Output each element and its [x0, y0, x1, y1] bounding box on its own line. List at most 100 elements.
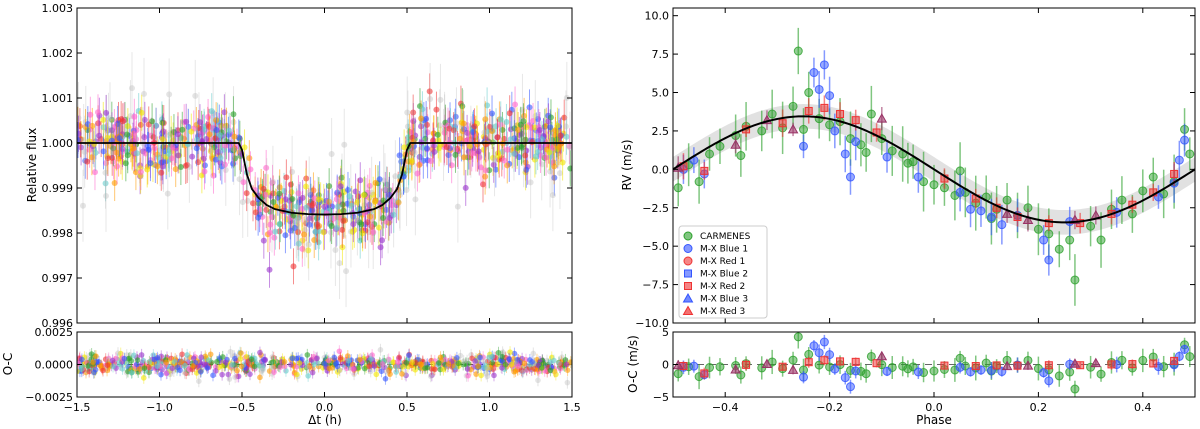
transit-point — [517, 121, 524, 128]
transit-residual-point — [141, 365, 148, 372]
transit-point — [91, 169, 98, 176]
transit-point — [169, 143, 176, 150]
transit-point — [372, 198, 379, 205]
transit-residual-point — [399, 371, 405, 377]
transit-residual-point — [283, 368, 289, 374]
transit-point — [289, 168, 296, 175]
transit-residual-point — [304, 352, 311, 358]
transit-point — [160, 128, 167, 135]
rv-carmenes-point-residual — [903, 364, 913, 374]
transit-point — [427, 157, 434, 164]
transit-residual-point — [86, 368, 92, 375]
transit-residual-point — [394, 359, 401, 365]
rv-mx-blue-point — [913, 172, 923, 182]
transit-residual-point — [305, 373, 311, 379]
transit-point — [423, 121, 430, 128]
transit-residual-point — [351, 371, 357, 377]
transit-point — [141, 90, 148, 97]
transit-residual-point — [393, 363, 400, 370]
transit-residual-point — [93, 353, 99, 359]
transit-y-ticks: 0.996 0.997 0.998 0.999 1.000 1.001 1.002 1.003 — [42, 2, 573, 330]
transit-residual-point — [418, 361, 425, 368]
transit-residual-point — [109, 357, 116, 364]
rv-legend-label: M-X Red 1 — [700, 257, 745, 267]
transit-point — [91, 140, 98, 147]
transit-point — [504, 146, 511, 153]
transit-point — [252, 209, 259, 216]
transit-residual-point — [151, 356, 158, 363]
rv-carmenes-point-residual — [788, 355, 798, 365]
transit-point — [507, 136, 514, 143]
transit-residual-point — [98, 363, 104, 369]
transit-residual-point — [229, 362, 235, 368]
transit-point — [206, 131, 213, 138]
transit-residual-point — [138, 352, 145, 358]
transit-x-ticks: −1.5 −1.0 −0.5 0.0 0.5 1.0 1.5 — [64, 392, 581, 414]
transit-point — [212, 156, 219, 163]
transit-ytick-label: 1.000 — [42, 137, 74, 150]
transit-point — [390, 211, 397, 218]
rv-carmenes-point — [903, 158, 913, 168]
rv-mx-triangle-point — [787, 123, 799, 134]
rv-carmenes-point — [694, 177, 704, 187]
transit-residual-point — [207, 351, 214, 358]
transit-point — [452, 151, 459, 158]
transit-residual-point — [507, 349, 513, 355]
transit-point — [563, 94, 570, 101]
transit-residual-point — [258, 368, 265, 374]
transit-point — [158, 169, 165, 176]
transit-residual-point — [540, 360, 547, 367]
transit-point — [244, 197, 251, 204]
transit-point — [239, 198, 246, 205]
transit-point — [427, 95, 434, 102]
rv-legend-marker — [683, 244, 693, 253]
transit-residual-point — [234, 367, 240, 374]
transit-point — [289, 195, 296, 202]
transit-point — [552, 127, 559, 134]
transit-residual-point — [146, 359, 153, 365]
transit-point — [527, 179, 534, 186]
transit-point — [418, 115, 425, 122]
transit-point — [96, 132, 103, 139]
transit-residual-point — [104, 362, 111, 368]
transit-point — [554, 122, 561, 129]
transit-point — [423, 145, 430, 152]
transit-point — [466, 143, 473, 150]
transit-point — [383, 206, 390, 213]
transit-residual-point — [499, 365, 505, 371]
transit-point — [104, 155, 111, 162]
rv-ytick-label: 0.0 — [652, 163, 670, 176]
rv-mx-blue-point — [1044, 255, 1054, 265]
transit-point — [367, 213, 374, 220]
transit-residual-point — [400, 363, 406, 370]
transit-residual-point — [379, 361, 386, 367]
rv-mx-blue-point — [845, 172, 855, 182]
transit-residual-point — [483, 370, 490, 377]
transit-residual-point — [499, 353, 505, 360]
transit-point — [563, 133, 570, 140]
transit-model-curve — [77, 142, 572, 216]
transit-residual-points — [77, 343, 572, 389]
rv-carmenes-point — [1086, 221, 1096, 231]
rv-carmenes-point — [1148, 172, 1158, 182]
rv-legend-label: M-X Red 3 — [700, 307, 745, 317]
transit-xlabel: Δt (h) — [308, 413, 342, 427]
transit-point — [78, 144, 85, 151]
rv-mx-blue-point-residual — [1180, 344, 1190, 354]
transit-point — [283, 174, 290, 181]
rv-mx-red-point-residual — [1128, 360, 1137, 369]
transit-residual-point — [79, 356, 85, 363]
transit-residual-point — [262, 356, 268, 363]
rv-mx-blue-point — [882, 152, 892, 162]
rv-mx-blue-point — [825, 91, 835, 101]
rv-ytick-label: −5.0 — [642, 240, 669, 253]
transit-point — [103, 192, 110, 199]
transit-point — [124, 123, 131, 130]
rv-mx-blue-point-residual — [913, 367, 923, 377]
rv-legend-label: M-X Blue 3 — [700, 295, 748, 305]
transit-residual-point — [481, 364, 488, 371]
rv-carmenes-point — [767, 109, 777, 119]
transit-point — [346, 193, 353, 200]
transit-residual-point — [557, 362, 564, 368]
transit-residual-point — [511, 350, 518, 357]
